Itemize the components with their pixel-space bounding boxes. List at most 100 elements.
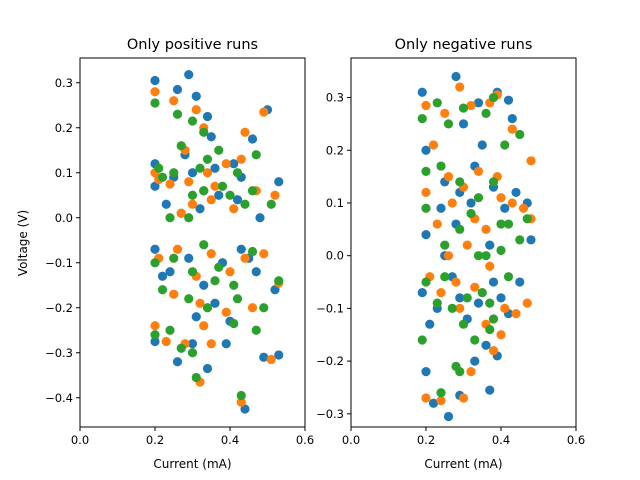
right-x-tick-label: 0.0 [342, 433, 360, 447]
right-series-0-point [496, 293, 506, 303]
left-x-tick-label: 0.2 [146, 433, 164, 447]
right-series-1-point [507, 124, 517, 134]
left-series-2-point [266, 199, 276, 209]
left-series-2-point [210, 276, 220, 286]
right-series-1-point [436, 287, 446, 298]
right-series-0-point [421, 367, 431, 377]
left-series-2-point [225, 190, 235, 200]
right-series-2-point [421, 166, 431, 176]
right-series-2-point [440, 272, 450, 282]
left-series-1-point [161, 336, 171, 347]
left-series-0-point [161, 199, 171, 209]
right-series-0-point [458, 119, 469, 129]
right-series-2-point [477, 287, 487, 298]
left-series-2-point [150, 258, 160, 268]
right-series-0-point [485, 240, 495, 250]
left-series-0-point [255, 213, 265, 223]
right-series-0-point [417, 287, 427, 298]
right-series-2-point [443, 119, 454, 129]
left-series-1-point [240, 253, 250, 263]
right-series-1-point [466, 367, 476, 377]
left-series-0-point [214, 190, 224, 200]
left-series-1-point [240, 127, 250, 137]
right-series-1-point [451, 277, 461, 287]
right-series-0-point [481, 340, 491, 350]
left-series-1-point [165, 179, 175, 189]
left-series-2-point [176, 343, 186, 353]
left-series-0-point [172, 357, 183, 367]
right-series-2-point [481, 251, 491, 261]
left-series-2-point [176, 141, 186, 151]
left-series-0-point [232, 195, 243, 205]
left-series-1-point [210, 181, 220, 191]
right-series-0-point [511, 187, 521, 198]
left-series-2-point [169, 168, 179, 178]
right-series-0-point [503, 95, 514, 105]
right-series-2-point [488, 314, 499, 324]
right-axes-frame [350, 57, 577, 428]
right-y-tick-label: 0.2 [326, 143, 344, 157]
left-series-0-point [184, 70, 194, 80]
left-series-1-point [236, 397, 246, 407]
left-series-0-point [187, 168, 198, 178]
right-series-0-point [443, 411, 454, 422]
right-y-tick-label: 0.0 [326, 249, 344, 263]
left-series-2-point [236, 390, 246, 401]
right-series-2-point [447, 303, 457, 313]
right-series-2-point [473, 193, 484, 203]
left-series-0-point [199, 280, 209, 290]
left-series-2-point [232, 294, 243, 304]
right-series-2-point [488, 177, 499, 187]
left-y-tick-label: −0.3 [45, 346, 73, 360]
left-series-1-point [187, 199, 198, 209]
left-subplot: Only positive runs Current (mA) Voltage … [16, 37, 314, 471]
left-y-tick-label: 0.0 [55, 211, 73, 225]
right-series-1-point [421, 393, 431, 403]
left-series-2-point [199, 240, 209, 250]
left-series-2-point [251, 325, 261, 335]
right-series-1-point [455, 82, 465, 92]
left-x-tick-label: 0.6 [296, 433, 314, 447]
left-series-1-point [169, 96, 179, 106]
right-series-1-point [522, 298, 532, 308]
right-series-2-point [503, 272, 514, 282]
right-series-2-point [455, 177, 465, 187]
right-series-2-point [485, 324, 495, 335]
left-series-0-point [221, 339, 231, 349]
left-series-0-point [184, 253, 194, 263]
right-series-0-point [473, 298, 484, 308]
left-series-2-point [259, 303, 269, 313]
right-series-2-point [458, 319, 469, 329]
right-series-2-point [432, 298, 442, 308]
right-series-0-point [470, 356, 480, 366]
right-series-2-point [481, 108, 491, 118]
right-series-0-point [421, 145, 431, 155]
left-series-1-point [184, 177, 194, 187]
right-series-2-point [473, 251, 484, 261]
left-series-1-point [259, 107, 269, 117]
left-series-1-point [191, 105, 201, 115]
left-series-0-point [165, 267, 175, 277]
left-subplot-title: Only positive runs [127, 37, 258, 53]
left-series-0-point [274, 177, 284, 187]
left-series-0-point [210, 163, 220, 173]
left-series-2-point [172, 109, 183, 119]
right-series-1-point [470, 282, 480, 292]
right-series-1-point [436, 396, 446, 406]
left-series-0-point [157, 271, 168, 281]
left-series-2-point [247, 186, 258, 196]
right-y-tick-label: −0.3 [316, 407, 344, 421]
right-series-2-point [496, 219, 506, 229]
left-series-0-point [210, 298, 220, 308]
left-series-0-point [240, 404, 250, 414]
right-subplot: Only negative runs Current (mA) 0.0 0.2 0.… [316, 37, 585, 471]
left-series-1-point [206, 339, 216, 349]
left-series-2-point [217, 181, 228, 191]
right-series-2-point [462, 293, 472, 303]
right-series-2-point [455, 224, 465, 234]
right-series-1-point [447, 198, 457, 208]
right-series-1-point [455, 303, 465, 313]
left-series-2-point [187, 190, 198, 200]
left-series-2-point [187, 116, 198, 126]
right-series-1-point [488, 345, 499, 356]
